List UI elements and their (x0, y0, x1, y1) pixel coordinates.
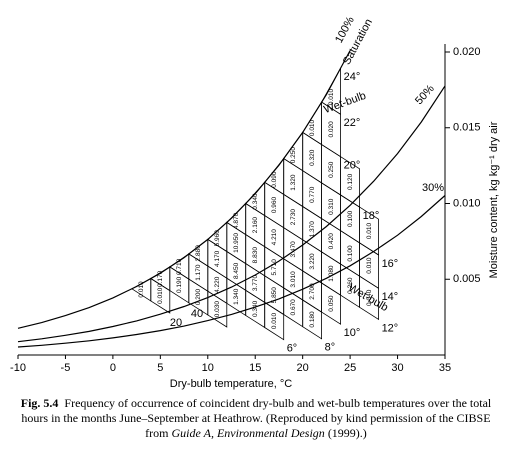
cell-value: 10.950 (233, 233, 240, 253)
annotation: 20 (170, 317, 182, 329)
cell-value: 8.830 (252, 247, 259, 264)
wet-bulb-label: 16° (382, 258, 399, 270)
cell-value: 0.250 (328, 161, 335, 178)
x-tick-label: 20 (297, 362, 309, 374)
caption: Fig. 5.4 Frequency of occurrence of coin… (14, 396, 498, 441)
y-tick-label: 0.005 (453, 273, 481, 285)
cell-value: 0.010 (157, 287, 164, 304)
x-axis-label: Dry-bulb temperature, °C (170, 378, 292, 390)
cell-value: 0.170 (157, 270, 164, 287)
cell-value: 0.100 (347, 210, 354, 227)
y-axis-label: Moisture content, kg kg⁻¹ dry air (488, 121, 500, 278)
wet-bulb-label: 18° (363, 210, 380, 222)
cell-value: 0.020 (328, 121, 335, 138)
cell-value: 0.770 (309, 186, 316, 203)
cell-value: 0.190 (176, 276, 183, 293)
y-tick-label: 0.010 (453, 197, 481, 209)
wet-bulb-label: 10° (344, 327, 361, 339)
cell-value: 0.200 (195, 289, 202, 306)
annotation: 40 (191, 308, 203, 320)
cell-value: 0.040 (366, 289, 373, 306)
cell-value: 0.010 (328, 88, 335, 105)
x-tick-label: 15 (249, 362, 261, 374)
cell-value: 0.670 (290, 299, 297, 316)
cell-value: 0.320 (309, 149, 316, 166)
x-tick-label: 30 (391, 362, 403, 374)
cell-value: 0.260 (347, 277, 354, 294)
wet-bulb-label: 12° (382, 322, 399, 334)
cell-value: 2.160 (252, 217, 259, 234)
x-tick-label: -5 (61, 362, 71, 374)
x-tick-label: 35 (439, 362, 451, 374)
cell (359, 206, 380, 256)
cell-value: 0.120 (347, 173, 354, 190)
cell-value: 0.250 (290, 147, 297, 164)
cell-value: 3.770 (252, 274, 259, 291)
cell-value: 5.710 (271, 259, 278, 276)
cell-value: 1.340 (233, 288, 240, 305)
caption-end: (1999).) (327, 426, 367, 440)
x-tick-label: 5 (157, 362, 163, 374)
humidity-curve (17, 195, 446, 348)
x-tick-label: 10 (202, 362, 214, 374)
cell-value: 4.170 (214, 250, 221, 267)
cell-value: 2.880 (195, 245, 202, 262)
cell-value: 5.850 (271, 287, 278, 304)
cell-value: 0.710 (176, 258, 183, 275)
cell-value: 1.170 (195, 264, 202, 281)
caption-text: Frequency of occurrence of coincident dr… (21, 396, 492, 440)
cell-value: 4.870 (233, 212, 240, 229)
cell-value: 8.450 (233, 262, 240, 279)
caption-label: Fig. 5.4 (20, 396, 59, 410)
wet-bulb-label: 14° (382, 291, 399, 303)
cell-value: 2.700 (309, 283, 316, 300)
cell-value: 0.180 (309, 311, 316, 328)
y-tick-label: 0.020 (453, 46, 481, 58)
cell-value: 1.370 (309, 221, 316, 238)
cell-value: 3.010 (290, 271, 297, 288)
humidity-curve (17, 50, 351, 329)
cell-value: 5.960 (214, 230, 221, 247)
cell-value: 0.010 (271, 312, 278, 329)
caption-source: Guide A, Environmental Design (171, 426, 325, 440)
cell-value: 0.310 (328, 198, 335, 215)
cell-value: 3.220 (309, 253, 316, 270)
cell-value: 0.030 (214, 301, 221, 318)
chart: Dry-bulb temperature, °C Moisture conten… (10, 15, 500, 390)
cell-value: 0.420 (328, 233, 335, 250)
cell-value: 1.080 (328, 265, 335, 282)
cell-value: 0.010 (309, 119, 316, 136)
cell-value: 0.010 (366, 223, 373, 240)
humidity-curve (17, 85, 446, 343)
cell (321, 66, 342, 116)
cell-value: 0.010 (138, 281, 145, 298)
cell-value: 0.090 (271, 171, 278, 188)
cell-value: 0.960 (271, 196, 278, 213)
cell-value: 0.100 (347, 245, 354, 262)
x-tick-label: 25 (344, 362, 356, 374)
wet-bulb-label: 22° (344, 117, 361, 129)
wet-bulb-label: 20° (344, 160, 361, 172)
cell-value: 4.220 (214, 276, 221, 293)
cell-value: 3.470 (290, 241, 297, 258)
cell-value: 0.010 (366, 257, 373, 274)
x-tick-label: -10 (10, 362, 26, 374)
cell-value: 0.340 (252, 193, 259, 210)
x-tick-label: 0 (110, 362, 116, 374)
wet-bulb-label: 8° (325, 342, 336, 354)
annotation: 30% (422, 182, 444, 194)
cell-value: 4.210 (271, 229, 278, 246)
y-tick-label: 0.015 (453, 122, 481, 134)
cell (340, 155, 361, 208)
cell-value: 0.340 (252, 300, 259, 317)
cell-value: 2.730 (290, 209, 297, 226)
cell-value: 0.050 (328, 295, 335, 312)
wet-bulb-label: 24° (344, 71, 361, 83)
wet-bulb-label: 6° (287, 343, 298, 355)
cell-value: 1.320 (290, 174, 297, 191)
